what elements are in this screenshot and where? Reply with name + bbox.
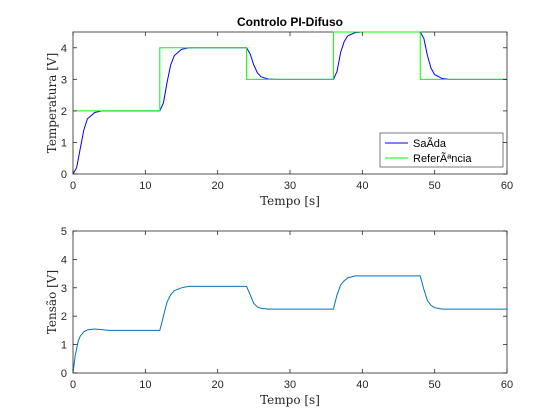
- top-y-tick-label: 2: [61, 106, 67, 118]
- bottom-x-tick-label: 60: [501, 379, 513, 391]
- bottom-plot-area: [72, 275, 507, 374]
- top-plot-area: [72, 31, 507, 175]
- bottom-series-line-0: [72, 275, 507, 374]
- top-y-axis-label: Temperatura [V]: [45, 53, 59, 154]
- top-x-tick-label: 50: [429, 180, 441, 192]
- legend-label-reference: ReferÃªncia: [413, 152, 472, 165]
- bottom-axes: 0 10 20 30 40 50 60 0 1 2 3 4 5 Tempo [s] Tensão [V…: [45, 226, 513, 407]
- bottom-y-axis-label: Tensão [V]: [45, 270, 59, 334]
- bottom-axes-frame: [72, 230, 508, 374]
- top-y-tick-label: 0: [61, 169, 67, 181]
- bottom-y-tick-label: 3: [61, 283, 67, 295]
- top-y-ticks: 0 1 2 3 4: [61, 43, 507, 181]
- top-x-tick-label: 10: [139, 180, 151, 192]
- bottom-x-tick-label: 40: [356, 379, 368, 391]
- top-series-line-1: [73, 31, 507, 112]
- legend: SaÃ­da ReferÃªncia: [379, 132, 504, 168]
- top-x-tick-label: 20: [212, 180, 224, 192]
- legend-box: [379, 132, 504, 168]
- top-x-axis-label: Tempo [s]: [260, 194, 320, 208]
- bottom-y-tick-label: 1: [61, 340, 67, 352]
- top-y-tick-label: 1: [61, 137, 67, 149]
- top-axes: Controlo PI-Difuso 0 10 20 30 40 50 60 0 1 2 3 4 T…: [45, 15, 513, 208]
- bottom-y-tick-label: 5: [61, 226, 67, 238]
- bottom-x-tick-label: 10: [139, 379, 151, 391]
- bottom-y-tick-label: 2: [61, 311, 67, 323]
- bottom-x-tick-label: 50: [429, 379, 441, 391]
- top-y-tick-label: 3: [61, 74, 67, 86]
- top-axes-title: Controlo PI-Difuso: [237, 15, 343, 29]
- top-y-tick-label: 4: [61, 43, 67, 55]
- bottom-y-tick-label: 0: [61, 368, 67, 380]
- bottom-y-ticks: 0 1 2 3 4 5: [61, 226, 507, 380]
- bottom-x-tick-label: 30: [284, 379, 296, 391]
- bottom-x-axis-label: Tempo [s]: [260, 393, 320, 407]
- top-x-tick-label: 60: [501, 180, 513, 192]
- bottom-x-ticks: 0 10 20 30 40 50 60: [70, 231, 513, 391]
- top-x-tick-label: 0: [70, 180, 76, 192]
- top-x-tick-label: 30: [284, 180, 296, 192]
- top-x-ticks: 0 10 20 30 40 50 60: [70, 32, 513, 192]
- bottom-y-tick-label: 4: [61, 254, 67, 266]
- legend-label-output: SaÃ­da: [413, 137, 447, 150]
- bottom-x-tick-label: 0: [70, 379, 76, 391]
- bottom-x-tick-label: 20: [212, 379, 224, 391]
- top-x-tick-label: 40: [356, 180, 368, 192]
